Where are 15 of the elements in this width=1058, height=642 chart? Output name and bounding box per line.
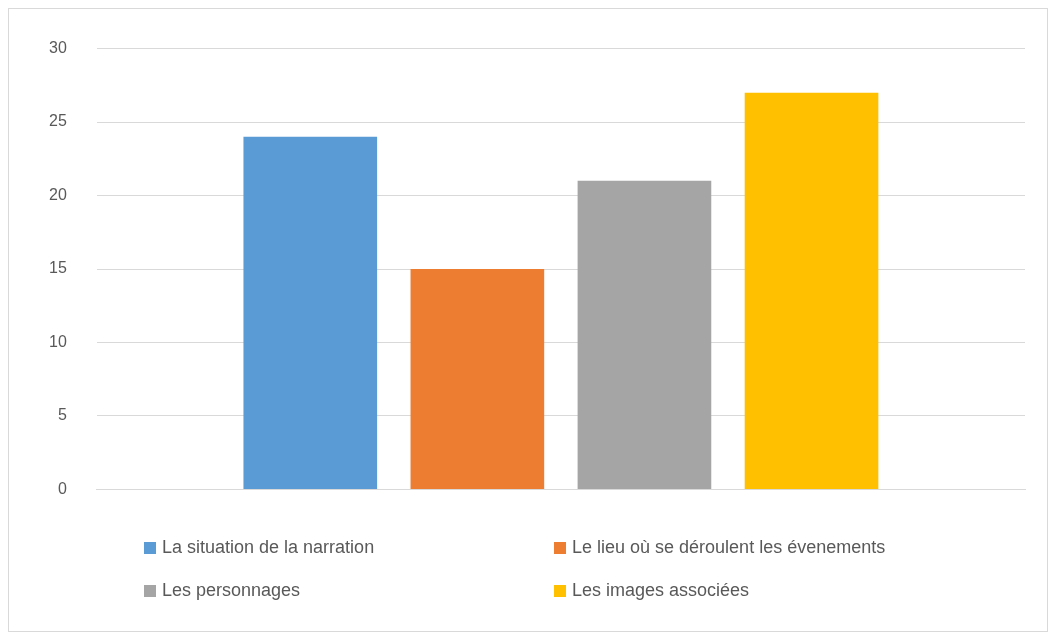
y-tick-label: 25 [49,112,67,130]
y-tick-label: 10 [49,332,67,350]
legend-label: Les personnages [162,580,301,601]
legend-label: Le lieu où se déroulent les évenements [572,537,886,558]
y-tick-label: 5 [57,406,67,424]
y-tick-label: 0 [57,479,67,497]
bar [577,180,712,489]
y-tick-label: 20 [49,185,67,203]
y-tick-label: 15 [49,259,67,277]
y-tick-label: 30 [49,39,67,57]
bar [410,269,545,489]
legend-label: Les images associées [572,580,750,601]
bar [243,136,378,489]
bar [744,92,879,489]
legend-label: La situation de la narration [162,537,375,558]
